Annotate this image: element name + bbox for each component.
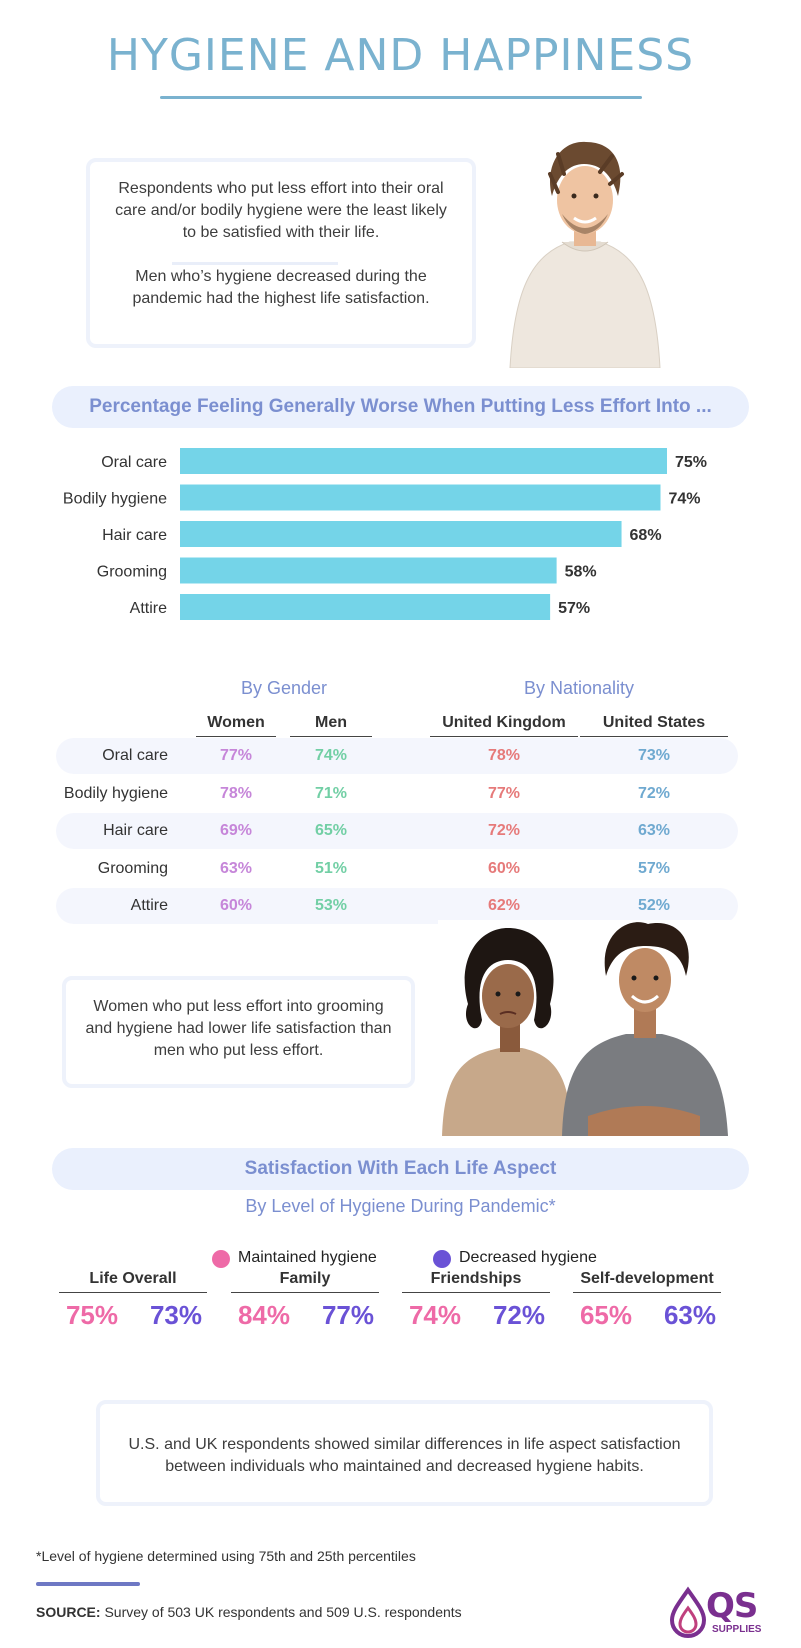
bar-category-label: Bodily hygiene	[63, 491, 167, 508]
table-cell: 77%	[487, 784, 521, 802]
table-cell: 72%	[637, 784, 671, 802]
table-cell: 63%	[637, 822, 671, 839]
bar-category-label: Attire	[130, 600, 167, 617]
table-cell: 65%	[314, 822, 348, 839]
bar-value-label: 74%	[669, 491, 701, 508]
column-header: Women	[196, 714, 276, 737]
satisfaction-heading: Satisfaction With Each Life Aspect	[52, 1148, 749, 1190]
table-cell: 71%	[314, 784, 348, 802]
table-row-label: Grooming	[97, 859, 168, 877]
bar-value-label: 58%	[565, 564, 597, 581]
table-cell: 77%	[219, 747, 253, 764]
satisfaction-subtitle: By Level of Hygiene During Pandemic*	[245, 1196, 556, 1216]
maintained-value: 65%	[579, 1300, 633, 1330]
decreased-value: 63%	[663, 1300, 717, 1330]
legend-maintained-swatch	[212, 1250, 230, 1268]
effort-bar-chart: Oral care 75% Bodily hygiene 74% Hair care 68…	[63, 448, 707, 620]
bar-category-label: Oral care	[101, 454, 167, 471]
logo-subtext: SUPPLIES	[712, 1624, 762, 1635]
maintained-value: 75%	[65, 1300, 119, 1330]
table-cell: 78%	[219, 784, 253, 802]
decreased-value: 72%	[492, 1300, 546, 1330]
table-cell: 63%	[219, 859, 253, 877]
bar-category-label: Grooming	[97, 564, 167, 581]
bar	[180, 557, 557, 584]
decreased-value: 77%	[321, 1300, 375, 1330]
table-row-band	[56, 738, 738, 774]
life-aspect-header: Friendships	[402, 1270, 550, 1293]
bar-category-label: Hair care	[102, 527, 167, 544]
legend-decreased-label: Decreased hygiene	[459, 1249, 597, 1266]
table-cell: 74%	[314, 747, 348, 764]
source-text: Survey of 503 UK respondents and 509 U.S…	[100, 1604, 462, 1620]
life-aspect-header: Self-development	[573, 1270, 721, 1293]
table-cell: 78%	[487, 747, 521, 764]
table-cell: 69%	[219, 822, 253, 839]
legend-maintained-label: Maintained hygiene	[238, 1249, 377, 1266]
source-note: SOURCE: Survey of 503 UK respondents and…	[36, 1604, 462, 1620]
women-callout: Women who put less effort into grooming …	[62, 976, 415, 1088]
page-title: HYGIENE AND HAPPINESS	[106, 30, 695, 81]
droplet-logo-icon	[669, 1586, 707, 1639]
footer-divider	[36, 1582, 140, 1586]
bar-value-label: 75%	[675, 454, 707, 471]
table-cell: 73%	[637, 747, 671, 764]
table-cell: 57%	[637, 859, 671, 877]
intro-divider	[172, 262, 338, 265]
us-uk-callout: U.S. and UK respondents showed similar d…	[96, 1400, 713, 1506]
column-header: United Kingdom	[430, 714, 578, 737]
women-callout-text: Women who put less effort into grooming …	[85, 998, 392, 1059]
woman-and-man-photo	[438, 920, 738, 1136]
table-cell: 72%	[487, 822, 521, 839]
bar	[180, 594, 551, 620]
table-cell: 51%	[314, 859, 348, 877]
intro-text-2: Men who’s hygiene decreased during the p…	[132, 268, 430, 307]
table-cell: 52%	[637, 897, 671, 914]
bar	[180, 484, 661, 511]
bar	[180, 448, 667, 474]
logo-text: QS	[706, 1586, 758, 1626]
group-heading-nationality: By Nationality	[523, 678, 635, 698]
legend-decreased-swatch	[433, 1250, 451, 1268]
life-aspect-header: Life Overall	[59, 1270, 207, 1293]
table-cell: 62%	[487, 897, 521, 914]
title-underline	[160, 96, 642, 99]
qs-supplies-logo: QS SUPPLIES	[668, 1586, 778, 1639]
table-row-label: Attire	[130, 897, 168, 914]
life-aspect-header: Family	[231, 1270, 379, 1293]
table-row-label: Bodily hygiene	[63, 784, 168, 802]
maintained-value: 74%	[408, 1300, 462, 1330]
table-row-label: Hair care	[103, 822, 168, 839]
footnote: *Level of hygiene determined using 75th …	[36, 1548, 416, 1564]
table-row-band	[56, 813, 738, 849]
table-row-label: Oral care	[102, 747, 168, 764]
bar-value-label: 57%	[558, 600, 590, 617]
column-header: United States	[580, 714, 728, 737]
bar-value-label: 68%	[630, 527, 662, 544]
bar	[180, 521, 622, 547]
table-cell: 53%	[314, 897, 348, 914]
maintained-value: 84%	[237, 1300, 291, 1330]
bar-chart-heading: Percentage Feeling Generally Worse When …	[52, 386, 749, 428]
table-row-band	[56, 888, 738, 924]
us-uk-callout-text: U.S. and UK respondents showed similar d…	[128, 1436, 681, 1475]
decreased-value: 73%	[149, 1300, 203, 1330]
man-photo	[500, 134, 670, 368]
group-heading-gender: By Gender	[240, 678, 328, 698]
table-cell: 60%	[487, 859, 521, 877]
intro-callout: Respondents who put less effort into the…	[86, 158, 476, 348]
column-header: Men	[290, 714, 372, 737]
intro-text-1: Respondents who put less effort into the…	[115, 180, 447, 241]
source-label: SOURCE:	[36, 1604, 101, 1620]
table-cell: 60%	[219, 897, 253, 914]
